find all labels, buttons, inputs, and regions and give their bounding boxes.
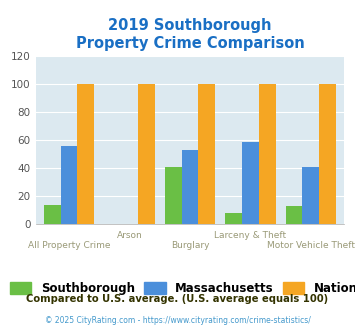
Bar — [198, 84, 215, 224]
Text: Burglary: Burglary — [171, 241, 209, 250]
Bar — [77, 84, 94, 224]
Bar — [259, 84, 275, 224]
Bar — [138, 84, 155, 224]
Text: © 2025 CityRating.com - https://www.cityrating.com/crime-statistics/: © 2025 CityRating.com - https://www.city… — [45, 316, 310, 325]
Bar — [165, 167, 181, 224]
Bar — [61, 146, 77, 224]
Bar — [286, 206, 302, 224]
Bar — [242, 142, 259, 224]
Bar — [44, 205, 61, 224]
Bar — [302, 167, 319, 224]
Bar — [181, 150, 198, 224]
Text: Compared to U.S. average. (U.S. average equals 100): Compared to U.S. average. (U.S. average … — [26, 294, 329, 304]
Title: 2019 Southborough
Property Crime Comparison: 2019 Southborough Property Crime Compari… — [76, 18, 304, 51]
Legend: Southborough, Massachusetts, National: Southborough, Massachusetts, National — [5, 278, 355, 300]
Text: Arson: Arson — [117, 231, 142, 240]
Text: Motor Vehicle Theft: Motor Vehicle Theft — [267, 241, 355, 250]
Bar — [225, 213, 242, 224]
Text: All Property Crime: All Property Crime — [28, 241, 110, 250]
Text: Larceny & Theft: Larceny & Theft — [214, 231, 286, 240]
Bar — [319, 84, 336, 224]
